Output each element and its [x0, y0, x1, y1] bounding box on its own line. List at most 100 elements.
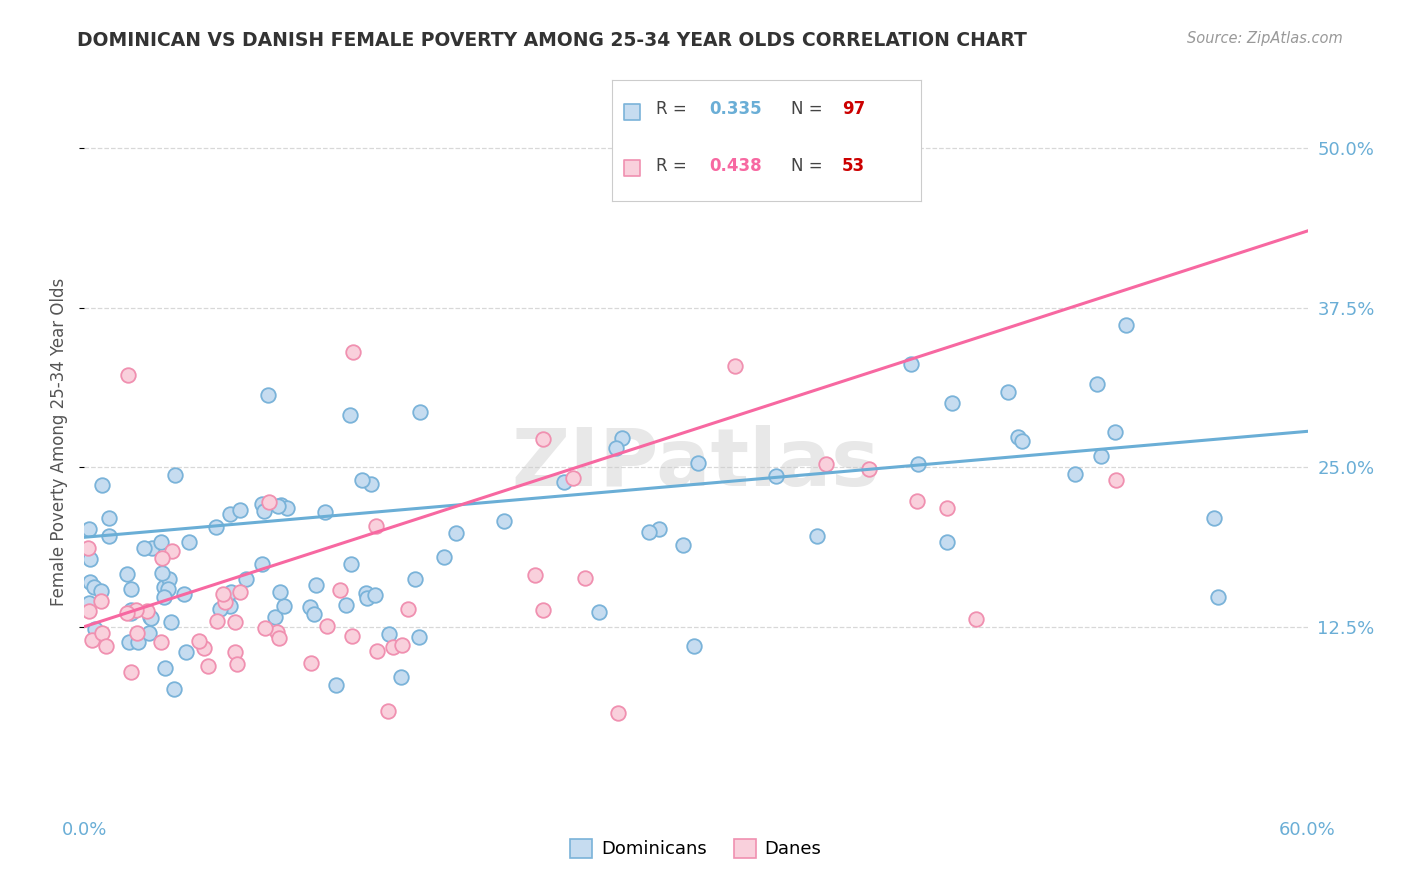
- Point: [408, 630, 430, 644]
- Text: 53: 53: [842, 157, 865, 175]
- Point: [267, 499, 290, 513]
- Point: [91, 626, 114, 640]
- Point: [606, 706, 628, 721]
- Point: [936, 535, 959, 549]
- Point: [118, 634, 141, 648]
- Point: [120, 582, 142, 596]
- Point: [724, 359, 747, 373]
- Point: [259, 495, 281, 509]
- Point: [396, 602, 419, 616]
- Point: [350, 473, 373, 487]
- Text: R =: R =: [657, 157, 693, 175]
- Point: [494, 515, 516, 529]
- Point: [224, 615, 246, 629]
- Point: [127, 634, 149, 648]
- Point: [389, 670, 412, 684]
- Point: [356, 591, 378, 605]
- Point: [314, 505, 336, 519]
- Point: [1007, 429, 1029, 443]
- Point: [302, 607, 325, 622]
- Point: [136, 604, 159, 618]
- Point: [335, 598, 357, 612]
- Point: [316, 619, 339, 633]
- Point: [325, 678, 347, 692]
- Point: [219, 599, 242, 613]
- Point: [382, 640, 405, 654]
- Point: [120, 606, 142, 620]
- Point: [531, 603, 554, 617]
- Point: [1064, 467, 1087, 481]
- Point: [150, 566, 173, 580]
- Point: [177, 534, 200, 549]
- Point: [941, 396, 963, 410]
- Point: [226, 657, 249, 672]
- Point: [1204, 511, 1226, 525]
- Point: [605, 441, 627, 455]
- Point: [444, 526, 467, 541]
- Point: [160, 543, 183, 558]
- Point: [214, 595, 236, 609]
- Point: [98, 529, 121, 543]
- Point: [574, 570, 596, 584]
- Text: N =: N =: [792, 100, 828, 119]
- Point: [553, 475, 575, 489]
- Point: [174, 645, 197, 659]
- Point: [686, 457, 709, 471]
- Point: [155, 660, 177, 674]
- Point: [1104, 425, 1126, 439]
- Point: [270, 498, 292, 512]
- Point: [139, 609, 162, 624]
- Point: [266, 624, 288, 639]
- Point: [173, 587, 195, 601]
- Point: [77, 596, 100, 610]
- Point: [339, 408, 361, 422]
- Point: [79, 522, 101, 536]
- Point: [229, 584, 252, 599]
- Point: [219, 585, 242, 599]
- Point: [900, 357, 922, 371]
- Point: [391, 638, 413, 652]
- Point: [152, 581, 174, 595]
- Point: [235, 572, 257, 586]
- Point: [672, 538, 695, 552]
- Point: [90, 594, 112, 608]
- Point: [1090, 449, 1112, 463]
- Point: [276, 500, 298, 515]
- Point: [267, 631, 290, 645]
- Point: [682, 639, 704, 653]
- Point: [250, 557, 273, 571]
- Point: [138, 625, 160, 640]
- Point: [120, 665, 142, 679]
- Point: [159, 615, 181, 629]
- Point: [404, 572, 426, 586]
- Point: [165, 468, 187, 483]
- Point: [342, 345, 364, 359]
- Point: [79, 552, 101, 566]
- Point: [77, 604, 100, 618]
- Point: [765, 468, 787, 483]
- Point: [253, 621, 276, 635]
- Legend: Dominicans, Danes: Dominicans, Danes: [564, 832, 828, 865]
- Text: DOMINICAN VS DANISH FEMALE POVERTY AMONG 25-34 YEAR OLDS CORRELATION CHART: DOMINICAN VS DANISH FEMALE POVERTY AMONG…: [77, 31, 1028, 50]
- Text: ZIPatlas: ZIPatlas: [512, 425, 880, 503]
- Point: [127, 626, 149, 640]
- Point: [1208, 591, 1230, 605]
- Point: [997, 384, 1019, 399]
- Point: [858, 462, 880, 476]
- Text: N =: N =: [792, 157, 828, 175]
- Point: [257, 388, 280, 402]
- Point: [366, 644, 388, 658]
- Point: [90, 584, 112, 599]
- Point: [588, 605, 610, 619]
- Text: Source: ZipAtlas.com: Source: ZipAtlas.com: [1187, 31, 1343, 46]
- Point: [1011, 434, 1033, 449]
- Point: [117, 368, 139, 382]
- Point: [115, 566, 138, 581]
- Point: [212, 587, 235, 601]
- Point: [620, 161, 643, 176]
- Point: [139, 611, 162, 625]
- Point: [94, 639, 117, 653]
- Point: [120, 603, 142, 617]
- Point: [363, 588, 385, 602]
- Point: [205, 614, 228, 628]
